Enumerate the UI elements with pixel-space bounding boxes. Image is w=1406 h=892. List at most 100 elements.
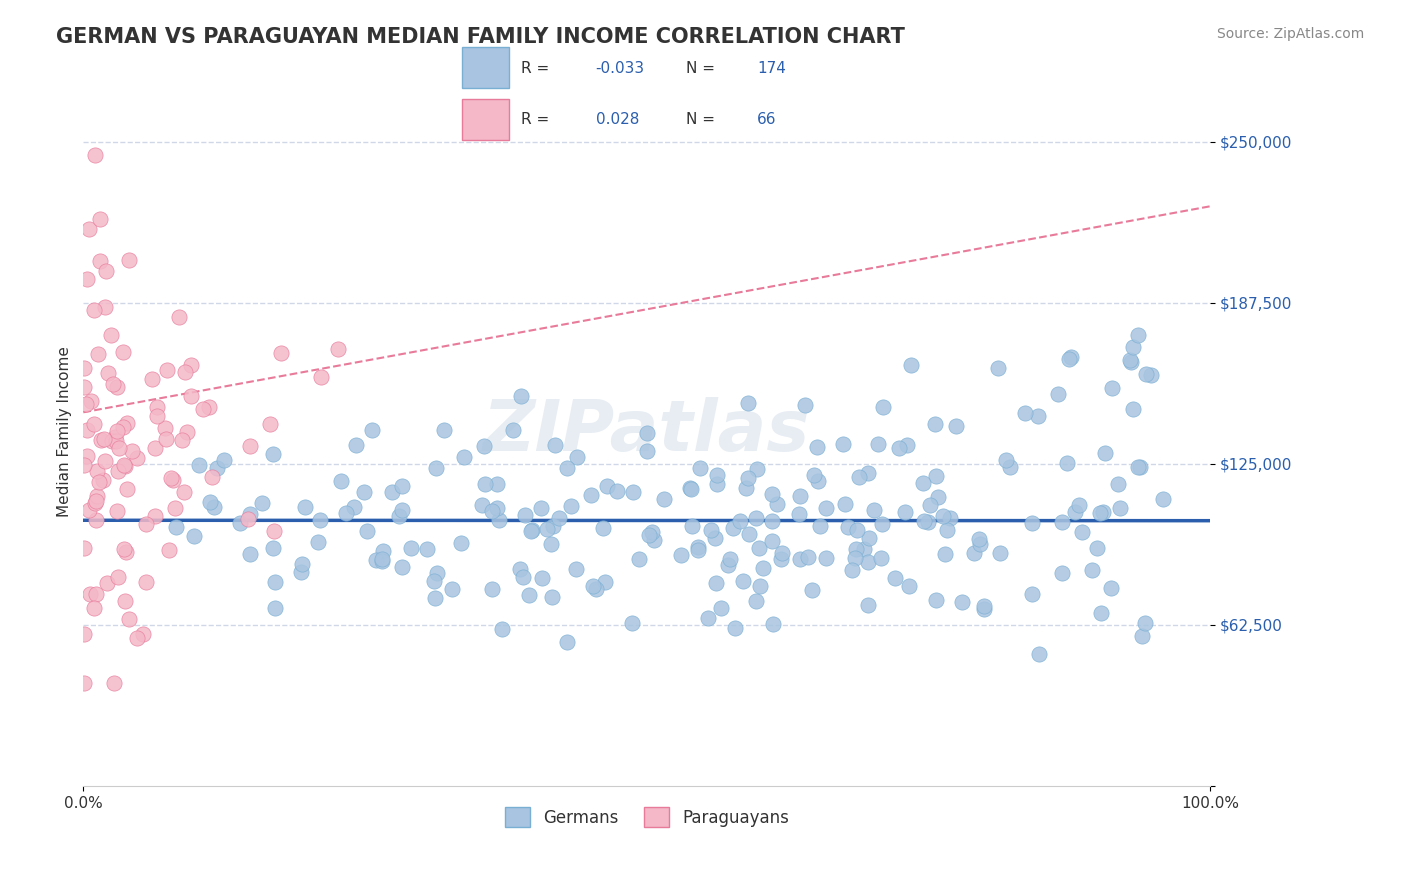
Point bbox=[87, 346, 110, 360]
Point bbox=[544, 437, 567, 451]
Point bbox=[90, 433, 112, 447]
Point bbox=[522, 523, 544, 537]
Point bbox=[856, 598, 879, 612]
Point bbox=[863, 503, 886, 517]
Point bbox=[96, 575, 118, 590]
Point bbox=[1107, 476, 1129, 491]
Point bbox=[157, 543, 180, 558]
Point bbox=[925, 592, 948, 607]
Point bbox=[724, 621, 747, 635]
Point bbox=[896, 438, 918, 452]
Point bbox=[290, 566, 312, 580]
Point bbox=[1085, 541, 1108, 555]
Point bbox=[263, 524, 285, 539]
Point bbox=[627, 552, 650, 566]
Point bbox=[814, 551, 837, 566]
Point bbox=[745, 594, 768, 608]
Text: 66: 66 bbox=[756, 112, 776, 127]
Point bbox=[165, 519, 187, 533]
Point bbox=[259, 417, 281, 431]
Point bbox=[471, 498, 494, 512]
Point bbox=[856, 555, 879, 569]
Point bbox=[917, 515, 939, 529]
Point bbox=[481, 504, 503, 518]
Point bbox=[761, 487, 783, 501]
Point bbox=[728, 514, 751, 528]
Point bbox=[770, 545, 793, 559]
Point bbox=[76, 423, 98, 437]
Point bbox=[399, 541, 422, 556]
Bar bbox=[461, 99, 509, 140]
Point bbox=[143, 442, 166, 456]
Point bbox=[423, 591, 446, 605]
Point bbox=[1070, 524, 1092, 539]
Point bbox=[79, 587, 101, 601]
Point bbox=[509, 562, 531, 576]
Point bbox=[735, 481, 758, 495]
Y-axis label: Median Family Income: Median Family Income bbox=[58, 346, 72, 517]
Point bbox=[93, 432, 115, 446]
Point bbox=[118, 612, 141, 626]
Point bbox=[1139, 368, 1161, 383]
Point bbox=[671, 548, 693, 562]
Point bbox=[536, 522, 558, 536]
Point bbox=[191, 402, 214, 417]
Point bbox=[681, 519, 703, 533]
Point bbox=[638, 528, 661, 542]
Point bbox=[834, 497, 856, 511]
Point bbox=[678, 481, 700, 495]
Point bbox=[585, 582, 607, 596]
Point bbox=[513, 508, 536, 523]
Point bbox=[173, 365, 195, 379]
Point bbox=[1050, 515, 1073, 529]
Point bbox=[815, 501, 838, 516]
Point bbox=[239, 547, 262, 561]
Point bbox=[86, 489, 108, 503]
Point bbox=[105, 424, 128, 438]
Point bbox=[737, 471, 759, 485]
Point bbox=[84, 494, 107, 508]
Point bbox=[925, 469, 948, 483]
Point bbox=[94, 300, 117, 314]
Point bbox=[681, 482, 703, 496]
Point bbox=[172, 434, 194, 448]
Point bbox=[797, 549, 820, 564]
Point bbox=[517, 588, 540, 602]
Point bbox=[718, 552, 741, 566]
Point bbox=[689, 461, 711, 475]
Point bbox=[335, 506, 357, 520]
Text: 0.028: 0.028 bbox=[596, 112, 638, 127]
Point bbox=[356, 524, 378, 538]
Point bbox=[870, 551, 893, 566]
Point bbox=[343, 500, 366, 514]
Legend: Germans, Paraguayans: Germans, Paraguayans bbox=[498, 800, 796, 834]
Point bbox=[789, 490, 811, 504]
Point bbox=[745, 511, 768, 525]
Point bbox=[107, 464, 129, 478]
Point bbox=[169, 310, 191, 325]
Point bbox=[426, 566, 449, 581]
Point bbox=[1129, 459, 1152, 474]
Point bbox=[548, 511, 571, 525]
Point bbox=[163, 500, 186, 515]
Point bbox=[761, 514, 783, 528]
Point bbox=[250, 496, 273, 510]
Text: -0.033: -0.033 bbox=[596, 61, 645, 76]
Point bbox=[837, 519, 859, 533]
Point bbox=[1133, 616, 1156, 631]
Point bbox=[540, 591, 562, 605]
Point bbox=[643, 533, 665, 548]
Point bbox=[83, 417, 105, 432]
Point bbox=[806, 440, 828, 454]
Point bbox=[963, 546, 986, 560]
Point bbox=[1063, 505, 1085, 519]
Point bbox=[807, 474, 830, 488]
Point bbox=[731, 574, 754, 588]
Point bbox=[1099, 581, 1122, 595]
Point bbox=[769, 552, 792, 566]
Point bbox=[789, 507, 811, 521]
Point bbox=[803, 468, 825, 483]
Point bbox=[239, 439, 262, 453]
Point bbox=[592, 521, 614, 535]
Point bbox=[79, 221, 101, 235]
